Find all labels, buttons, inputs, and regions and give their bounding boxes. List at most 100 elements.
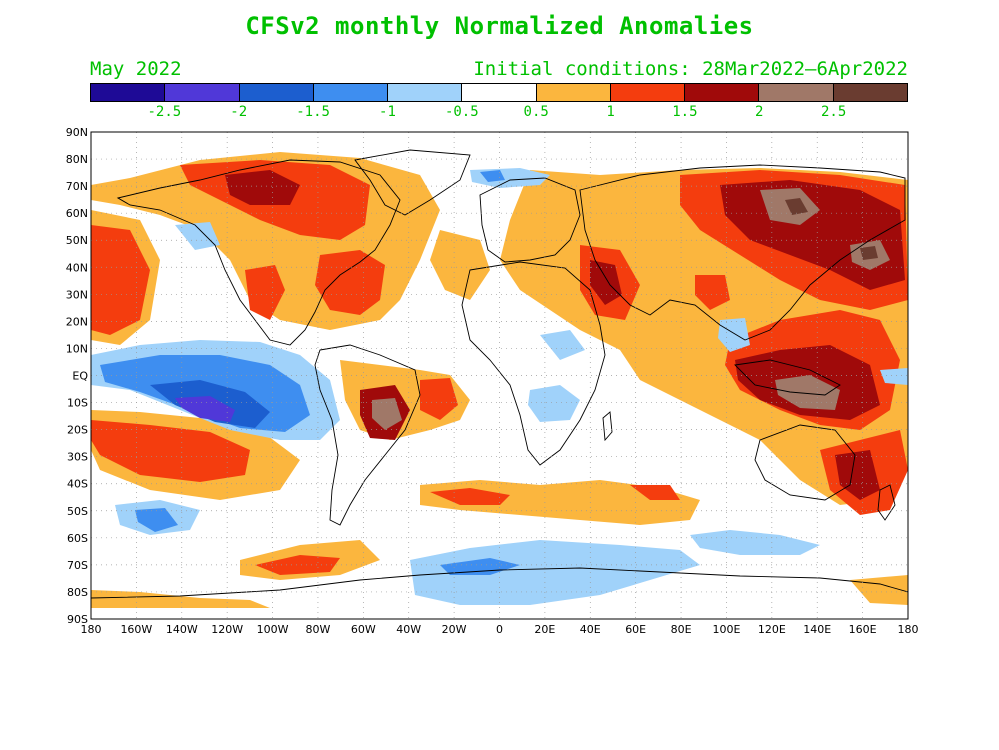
greenland-outline [354,149,471,216]
coastlines [91,149,908,599]
colorbar-swatch [388,84,463,101]
strong-positive-anomaly-region [630,485,680,500]
colorbar-swatch [165,84,240,101]
antarctica-outline [91,567,908,599]
longitude-label: 180 [81,623,102,636]
strong-positive-anomaly-region [255,555,340,575]
longitude-label: 160E [849,623,877,636]
longitude-label: 0 [496,623,503,636]
positive-anomaly-region [91,590,270,608]
latitude-label: 50N [66,234,88,247]
strong-positive-anomaly-region [695,275,730,310]
longitude-label: 60E [625,623,646,636]
latitude-label: 60S [67,532,88,545]
colorbar-swatch [239,84,314,101]
chart-title: CFSv2 monthly Normalized Anomalies [245,12,754,40]
colorbar-tick-label: 2 [755,104,764,120]
latitude-label: 50S [67,505,88,518]
africa-outline [461,261,606,466]
very-strong-positive-anomaly-region [225,170,300,205]
extreme-positive-anomaly-region [785,198,808,215]
longitude-label: 160W [120,623,152,636]
colorbar-tick-label: -0.5 [444,104,479,120]
negative-anomaly-region [135,508,178,532]
negative-anomaly-region [410,540,700,605]
colorbar-swatch [462,84,537,101]
new-zealand-outline [877,484,896,521]
latitude-label: 80N [66,153,88,166]
colorbar-swatch [313,84,389,101]
extreme-positive-anomaly-region [860,246,878,260]
negative-anomaly-region [440,558,520,575]
colorbar-swatch [685,84,760,101]
negative-anomaly-region [480,170,505,182]
negative-anomaly-region [880,368,908,385]
strong-positive-anomaly-region [420,378,458,420]
longitude-label: 20W [442,623,467,636]
latitude-label: 40N [66,261,88,274]
positive-anomaly-region [430,230,490,300]
asia-outline [579,164,906,341]
anomaly-fields [91,152,908,608]
longitude-label: 180 [898,623,919,636]
latitude-label: 60N [66,207,88,220]
longitude-label: 120W [211,623,243,636]
latitude-label: 10N [66,342,88,355]
colorbar-tick-label: -2 [230,104,248,120]
negative-anomaly-region [528,385,580,422]
latitude-label: 20N [66,315,88,328]
strong-positive-anomaly-region [91,225,150,335]
extreme-positive-anomaly-region [372,398,402,430]
negative-anomaly-region [175,396,235,422]
initial-conditions-label: Initial conditions: 28Mar2022—6Apr2022 [473,58,908,80]
south-america-outline [314,344,421,526]
latitude-label: 30N [66,288,88,301]
longitude-label: 100W [257,623,289,636]
latitude-labels: 90N 80N 70N 60N 50N 40N 30N 20N 10N EQ 10S 20S 30S 40… [66,126,89,626]
europe-outline [479,177,581,263]
colorbar-tick-label: 2.5 [820,104,847,120]
colorbar-tick-label: 1.5 [672,104,698,120]
latitude-label: 70S [67,559,88,572]
madagascar-outline [602,411,613,442]
longitude-label: 40W [396,623,421,636]
colorbar-swatch [536,84,611,101]
latitude-label: 90S [67,613,88,626]
longitude-label: 100E [712,623,740,636]
negative-anomaly-region [175,222,220,250]
latitude-label: 20S [67,424,88,437]
longitude-labels: 180 160W 140W 120W 100W 80W 60W 40W 20W 0 20E 40E 60… [81,623,919,636]
graticule [91,132,908,619]
colorbar-swatch [759,84,834,101]
southeast-asia-islands-outline [734,359,841,396]
colorbar-tick-label: -1.5 [296,104,330,120]
negative-anomaly-region [690,530,820,555]
longitude-label: 140W [166,623,198,636]
negative-anomaly-region [540,330,585,360]
north-america-outline [116,159,401,346]
latitude-label: 70N [66,180,88,193]
positive-anomaly-region [420,480,700,525]
latitude-label: 10S [67,397,88,410]
strong-positive-anomaly-region [430,488,510,505]
latitude-label: EQ [72,370,88,383]
map-frame [90,131,909,620]
target-month-label: May 2022 [90,58,182,80]
longitude-label: 140E [803,623,831,636]
negative-anomaly-region [718,318,750,352]
strong-positive-anomaly-region [91,420,250,482]
longitude-label: 80W [306,623,331,636]
extreme-positive-anomaly-region [775,375,840,410]
colorbar-swatch [91,84,166,101]
strong-positive-anomaly-region [245,265,285,320]
longitude-label: 120E [758,623,786,636]
latitude-label: 80S [67,586,88,599]
colorbar-tick-label: -1 [379,104,396,120]
longitude-label: 20E [534,623,555,636]
longitude-label: 80E [671,623,692,636]
longitude-label: 60W [351,623,376,636]
longitude-label: 40E [580,623,601,636]
very-strong-positive-anomaly-region [590,260,622,305]
colorbar-swatch [610,84,686,101]
